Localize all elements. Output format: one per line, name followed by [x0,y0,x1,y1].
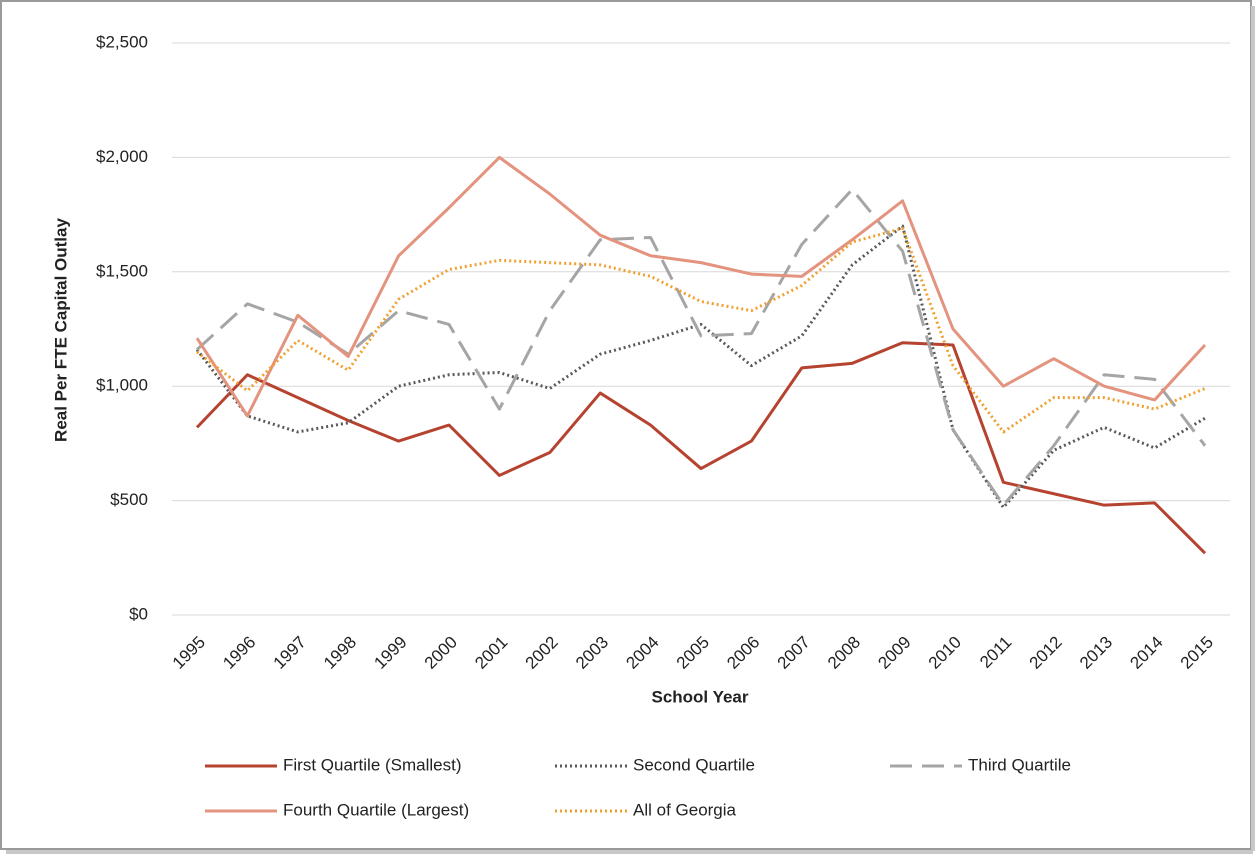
legend-label: Fourth Quartile (Largest) [283,800,469,819]
legend-label: All of Georgia [633,800,737,819]
x-axis-title: School Year [651,687,748,706]
y-tick-label: $2,500 [96,32,148,51]
y-tick-label: $2,000 [96,147,148,166]
y-tick-label: $500 [110,490,148,509]
series-line [195,155,1207,418]
legend-label: Second Quartile [633,755,755,774]
series-line [196,226,1206,434]
series-line [195,341,1207,555]
y-tick-label: $1,000 [96,376,148,395]
y-tick-label: $1,500 [96,261,148,280]
legend-label: First Quartile (Smallest) [283,755,462,774]
series-line [195,224,1206,509]
y-axis-title: Real Per FTE Capital Outlay [51,218,70,442]
y-tick-label: $0 [129,604,148,623]
series-line [195,187,1207,507]
legend-label: Third Quartile [968,755,1071,774]
